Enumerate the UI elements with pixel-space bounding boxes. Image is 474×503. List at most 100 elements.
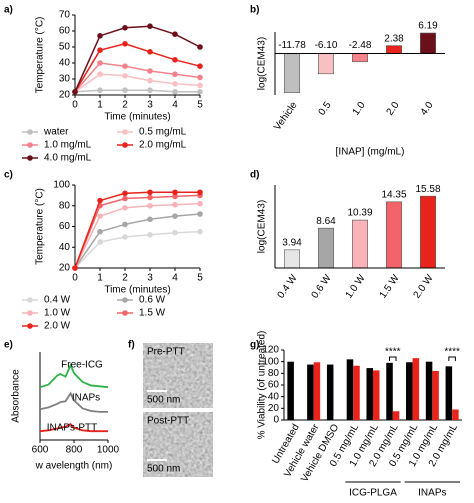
y-tick-label: 100 [262,356,279,367]
data-point [147,68,153,74]
y-tick-label: 40 [59,242,71,253]
legend-marker [122,129,128,135]
series-line [39,423,108,433]
data-point [172,193,178,200]
bar [373,370,380,420]
data-label: 3.94 [282,237,302,248]
bar [313,362,321,420]
legend-label: 1.5 W [139,308,166,319]
y-tick-label: 60 [59,221,71,232]
data-point [97,47,103,53]
data-point [172,189,178,196]
data-point [197,89,203,95]
y-tick-label: 50 [59,42,71,53]
y-tick-label: 60 [268,380,280,391]
panel-label: d) [250,170,259,181]
panel-label: g) [250,340,259,351]
y-tick-label: 80 [59,200,71,211]
series-line [39,391,108,413]
data-point [197,211,203,217]
legend-marker [27,310,33,316]
legend-label: 0.6 W [139,295,166,306]
panel-label: a) [4,5,13,16]
bar [284,53,300,93]
x-axis-label: w avelength (nm) [35,461,113,472]
data-point [197,63,203,69]
series-line [74,62,201,93]
legend-marker [27,129,33,135]
data-point [97,33,103,39]
data-point [122,87,128,93]
bar [420,32,436,54]
legend-marker [122,142,128,148]
legend-marker [122,297,128,303]
data-label: 14.35 [381,189,406,200]
data-point [122,205,128,211]
y-tick-label: 30 [59,74,71,85]
data-point [97,87,103,93]
panel-label: e) [4,340,13,351]
data-point [147,77,153,84]
bar [386,201,402,269]
panel-label: c) [4,170,13,181]
y-axis-label: log(CEM43) [257,37,268,90]
scale-label: 500 nm [147,395,180,406]
series-line [39,362,109,389]
series-label: INAPs [72,393,100,404]
y-axis-label: Temperature (°C) [35,17,46,94]
data-point [122,190,128,197]
image-title: Pre-PTT [147,347,185,358]
x-tick-label: 1 [97,100,103,111]
bar [352,53,368,63]
panel-label: f) [128,340,135,351]
series-line [74,213,201,269]
bar [326,364,334,420]
bar [386,362,393,420]
y-tick-label: 60 [59,26,71,37]
data-point [197,74,203,81]
data-label: -11.78 [278,40,306,51]
data-point [172,213,178,219]
data-point [172,89,178,95]
annotation: **** [385,347,401,358]
x-tick-label: 1 [97,273,103,284]
x-tick-label: 4 [172,100,178,111]
y-tick-label: 20 [59,263,71,274]
data-point [97,71,103,77]
x-axis-label: Time (minutes) [104,285,170,296]
bar [452,409,459,420]
x-tick-label: 2 [122,100,128,111]
legend-label: 1.0 W [44,308,71,319]
series-line [74,230,201,269]
data-label: 2.38 [384,33,404,44]
data-label: 8.64 [316,216,336,227]
legend-marker [27,297,33,303]
x-tick-label: 5 [197,100,203,111]
legend-label: water [43,127,69,138]
bar [287,361,294,420]
data-point [197,82,203,89]
data-point [97,228,103,235]
bar [412,358,420,420]
significance-bracket [448,356,456,361]
data-point [147,189,153,196]
data-point [172,31,178,37]
data-point [97,239,103,245]
group-label: ICG-PLGA [349,488,397,499]
data-label: -2.48 [349,40,372,51]
image-title: Post-PTT [147,416,189,427]
legend-marker [27,155,33,161]
data-point [97,213,103,219]
x-tick-label: 5 [197,273,203,284]
data-label: 15.58 [415,184,440,195]
data-point [147,202,153,209]
y-axis-label: Absorbance [11,369,22,423]
data-point [147,23,153,30]
x-tick-label: 2 [122,273,128,284]
data-point [122,41,128,47]
y-tick-label: 20 [268,403,280,414]
legend-marker [122,310,128,316]
bar [392,411,400,420]
series-line [74,194,201,269]
micrograph [143,343,213,408]
